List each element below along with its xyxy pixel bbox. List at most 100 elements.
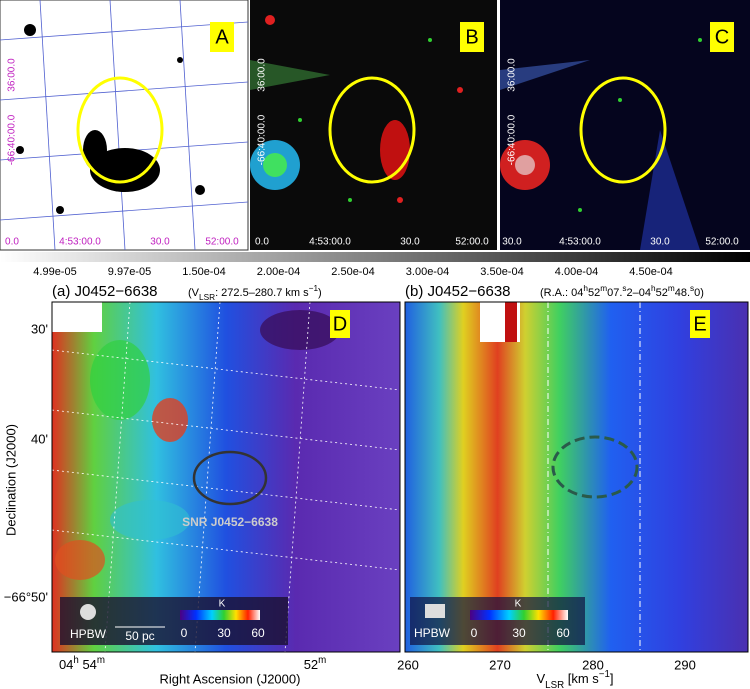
colorbar-unit: K xyxy=(219,599,226,610)
y-tick-label: -66:40:00.0 xyxy=(507,114,518,165)
panel-label: C xyxy=(715,26,729,48)
panel-label-box xyxy=(460,22,484,52)
panel-label: A xyxy=(215,26,229,48)
colorbar-unit: K xyxy=(515,599,522,610)
text-part: 2–04 xyxy=(627,287,651,299)
text-part: (V xyxy=(188,287,200,299)
panel-label-box xyxy=(710,22,734,52)
text-part: h xyxy=(73,655,78,666)
text-part: s xyxy=(690,284,694,293)
colorbar-tick-label: 3.50e-04 xyxy=(480,266,523,278)
panel-subtitle: (VLSR: 272.5–280.7 km s−1) xyxy=(188,284,322,302)
y-tick-label: 30' xyxy=(31,321,48,336)
x-tick-label: 30.0 xyxy=(502,237,522,248)
y-axis-label: Declination (J2000) xyxy=(3,424,18,536)
colorbar-tick-label: 3.00e-04 xyxy=(406,266,449,278)
text-part: [km s xyxy=(564,671,599,686)
text-part: h xyxy=(651,284,656,293)
x-axis-label: Right Ascension (J2000) xyxy=(160,671,301,686)
x-tick-label: 30.0 xyxy=(400,237,420,248)
x-tick-label: 4:53:00.0 xyxy=(559,237,601,248)
colorbar-tick-label: 4.00e-04 xyxy=(555,266,598,278)
colorbar-tick-label: 2.50e-04 xyxy=(331,266,374,278)
x-tick-label: 04h 54m xyxy=(59,655,105,672)
text-part: 04 xyxy=(59,657,73,672)
text-part: ) xyxy=(318,287,322,299)
panel-d xyxy=(51,301,401,653)
x-tick-label: 280 xyxy=(582,657,604,672)
panel-label-box xyxy=(690,310,710,338)
colorbar-tick-label: 2.00e-04 xyxy=(257,266,300,278)
text-part: m xyxy=(668,284,675,293)
text-part: −1 xyxy=(599,669,610,680)
colorbar-tick: 0 xyxy=(471,626,478,640)
panel-label: D xyxy=(333,313,347,335)
panel-subtitle: (R.A.: 04h52m07.s2–04h52m48.s0) xyxy=(540,284,704,299)
x-tick-label: 0.0 xyxy=(5,237,19,248)
colorbar-tick: 60 xyxy=(251,626,265,640)
y-tick-label: −66°50' xyxy=(4,589,48,604)
colorbar-tick-label: 4.99e-05 xyxy=(33,266,76,278)
x-tick-label: 270 xyxy=(489,657,511,672)
panel-b xyxy=(250,0,497,250)
panel-a xyxy=(0,0,249,251)
x-tick-label: 30.0 xyxy=(650,237,670,248)
y-tick-label: 40' xyxy=(31,431,48,446)
text-part: m xyxy=(97,655,105,666)
text-part: 54 xyxy=(79,657,97,672)
panel-label-box xyxy=(210,22,234,52)
panel-title: (a) J0452−6638 xyxy=(52,283,158,300)
text-part: m xyxy=(600,284,607,293)
panel-label: E xyxy=(693,313,706,335)
panel-e xyxy=(404,301,749,653)
y-tick-label: 36:00.0 xyxy=(507,58,518,92)
text-part: V xyxy=(536,671,545,686)
text-part: h xyxy=(583,284,588,293)
panel-title: (b) J0452−6638 xyxy=(405,283,511,300)
text-part: 0) xyxy=(694,287,704,299)
panel-label: B xyxy=(465,26,478,48)
x-tick-label: 290 xyxy=(674,657,696,672)
annotation: SNR J0452−6638 xyxy=(182,515,278,529)
text-part: (R.A.: 04 xyxy=(540,287,583,299)
x-tick-label: 52m xyxy=(304,655,327,672)
colorbar-tick: 30 xyxy=(217,626,231,640)
y-tick-label: -66:40:00.0 xyxy=(257,114,268,165)
colorbar xyxy=(0,252,750,262)
text-part: s xyxy=(622,284,626,293)
x-tick-label: 30.0 xyxy=(150,237,170,248)
panel-c xyxy=(500,0,750,250)
colorbar-tick: 0 xyxy=(181,626,188,640)
colorbar-tick: 60 xyxy=(556,626,570,640)
x-tick-label: 0.0 xyxy=(255,237,269,248)
colorbar-tick-label: 1.50e-04 xyxy=(182,266,225,278)
x-tick-label: 52:00.0 xyxy=(705,237,739,248)
scale-bar-label: 50 pc xyxy=(125,629,154,643)
text-part: m xyxy=(318,655,326,666)
colorbar-tick: 30 xyxy=(512,626,526,640)
x-axis-label: VLSR [km s−1] xyxy=(536,669,613,689)
text-part: ] xyxy=(610,671,614,686)
text-part: 52 xyxy=(656,287,668,299)
beam-label: HPBW xyxy=(70,627,107,641)
y-tick-label: -66:40:00.0 xyxy=(7,114,18,165)
text-part: LSR xyxy=(199,293,215,302)
x-tick-label: 4:53:00.0 xyxy=(59,237,101,248)
x-tick-label: 52:00.0 xyxy=(205,237,239,248)
colorbar-tick-label: 9.97e-05 xyxy=(108,266,151,278)
text-part: 52 xyxy=(304,657,318,672)
panel-label-box xyxy=(330,310,350,338)
beam-label: HPBW xyxy=(414,626,451,640)
text-part: −1 xyxy=(309,284,319,293)
colorbar-tick-label: 4.50e-04 xyxy=(629,266,672,278)
text-part: 07. xyxy=(607,287,622,299)
text-part: LSR xyxy=(545,680,564,689)
y-tick-label: 36:00.0 xyxy=(7,58,18,92)
text-part: 52 xyxy=(588,287,600,299)
y-tick-label: 36:00.0 xyxy=(257,58,268,92)
x-tick-label: 52:00.0 xyxy=(455,237,489,248)
x-tick-label: 260 xyxy=(397,657,419,672)
x-tick-label: 4:53:00.0 xyxy=(309,237,351,248)
